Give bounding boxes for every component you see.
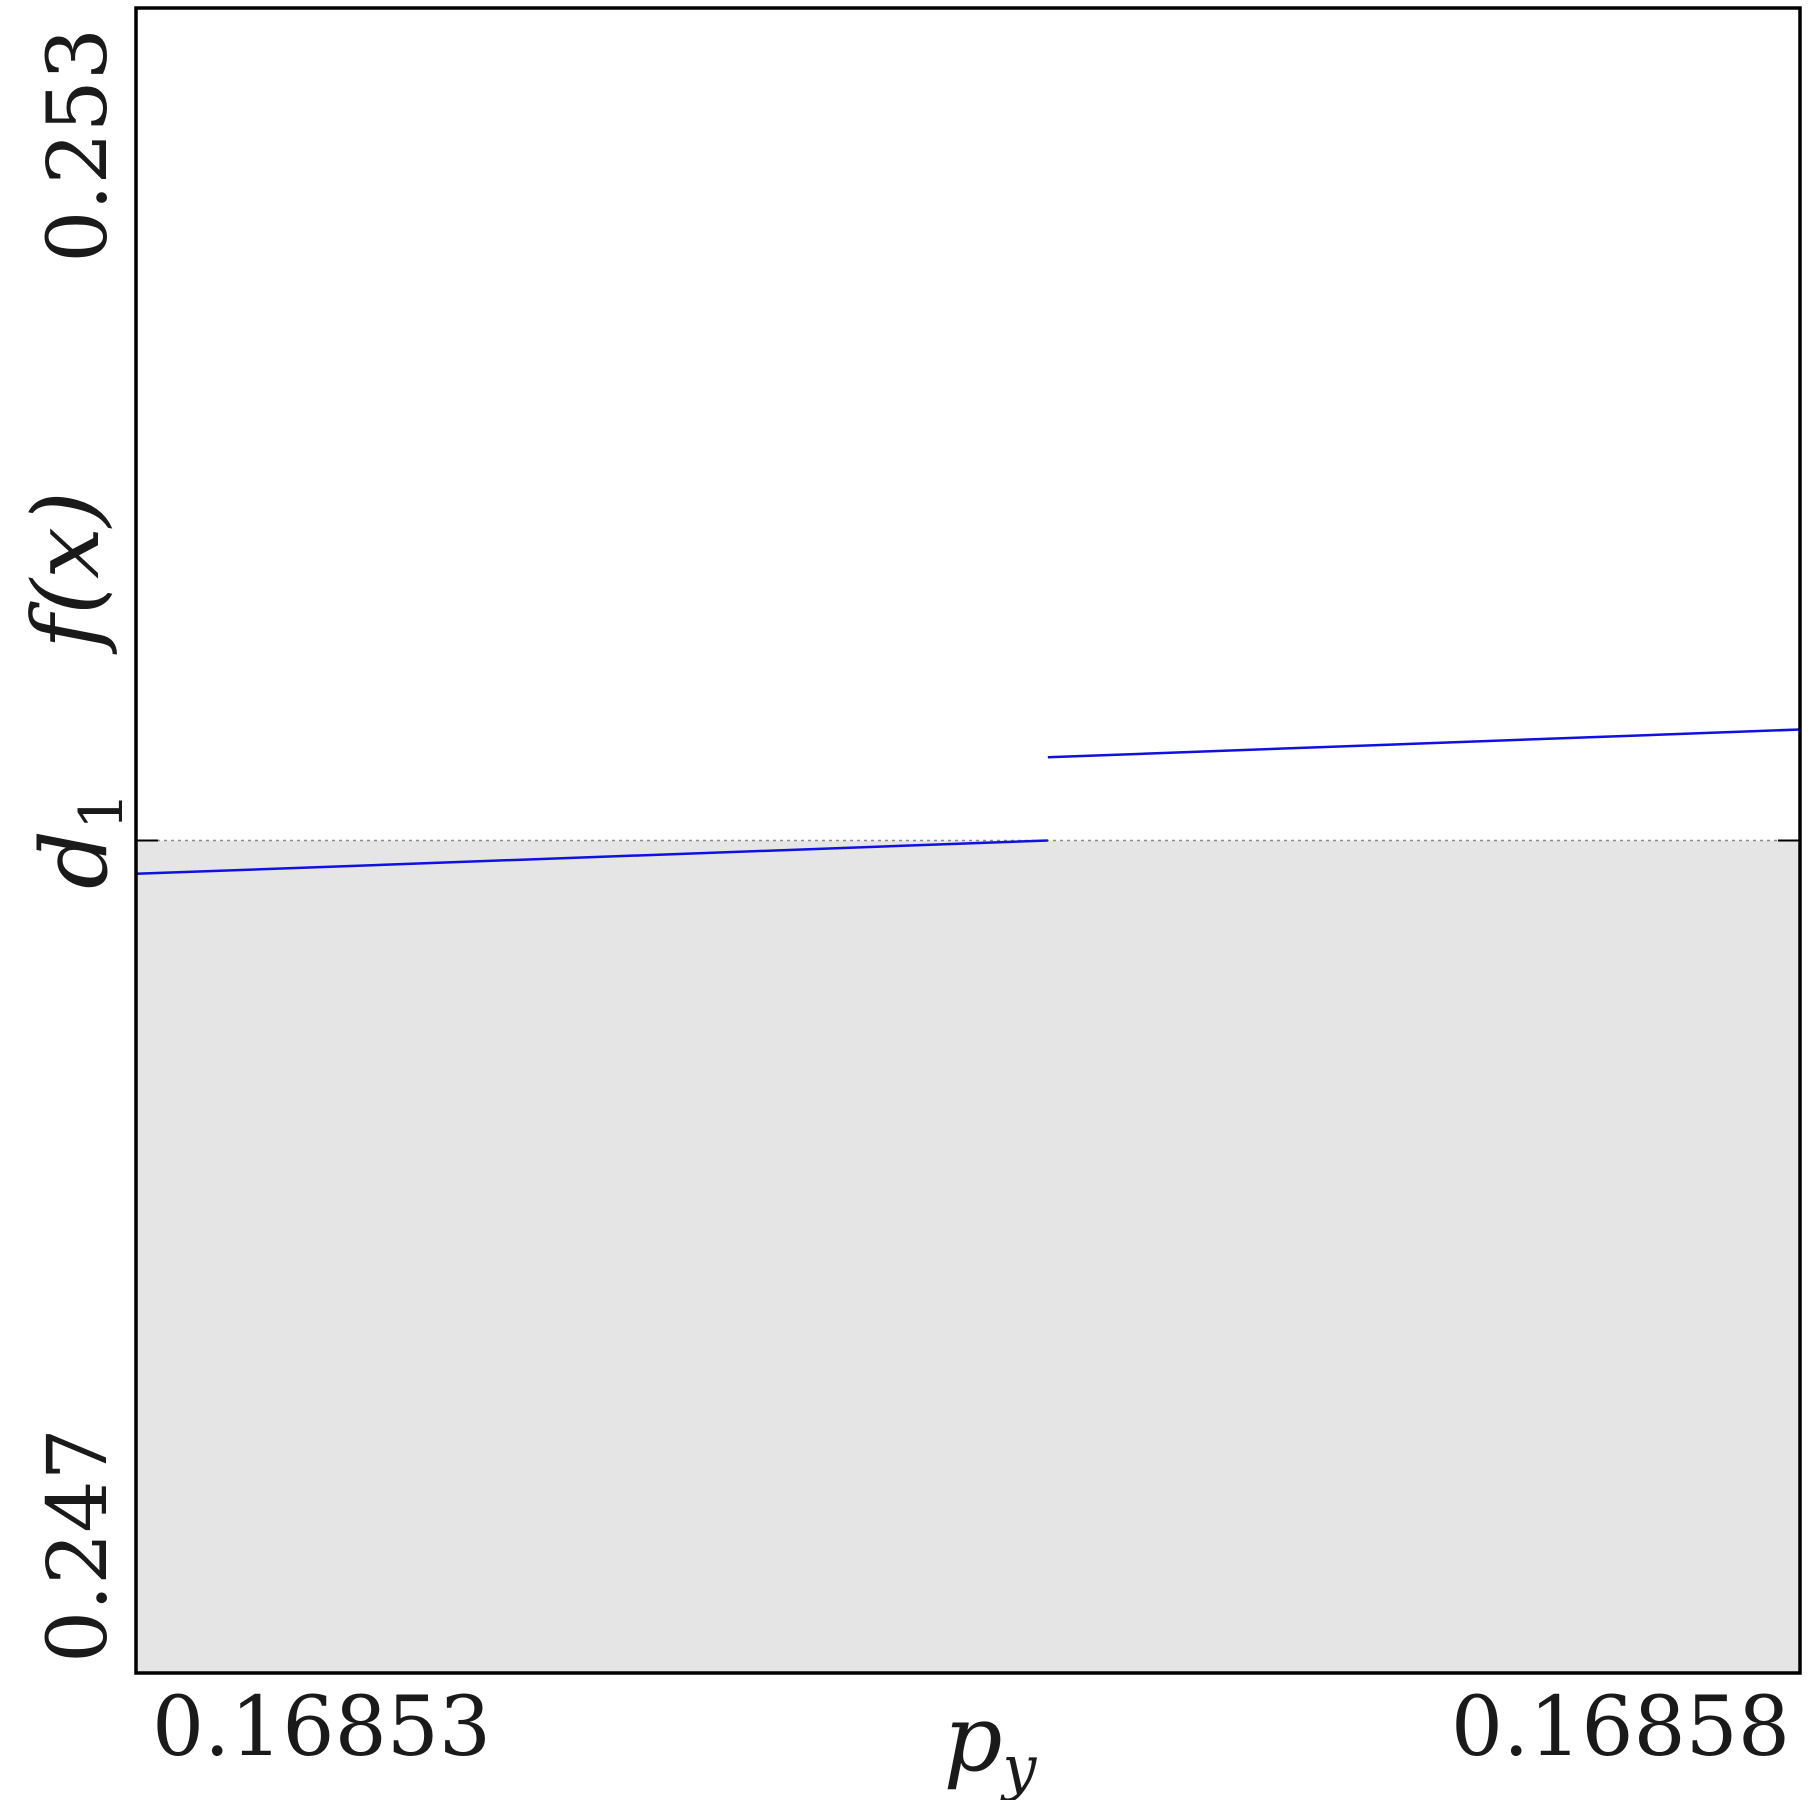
series-0-segment-0 [135,839,1048,876]
threshold-label-main: d [21,830,128,889]
plot-frame [134,6,1802,1675]
x-axis-label-sub: y [1000,1733,1038,1800]
x-tick-labels: 0.16853 0.16858 [152,1680,1790,1775]
threshold-label: d1 [21,792,137,889]
y-tick-labels: 0.247 0.253 [31,28,126,1663]
series-group [135,728,1801,876]
x-tick-label-1: 0.16858 [1451,1680,1790,1775]
y-tick-label-1: 0.253 [31,28,126,263]
series-0-segment-1 [1047,728,1801,759]
x-tick-label-0: 0.16853 [152,1680,491,1775]
x-axis-label: py [944,1685,1038,1800]
below-threshold-region [136,840,1800,1673]
y-axis-label: f(x) [13,491,120,655]
x-axis-label-main: p [944,1685,1003,1792]
y-tick-label-0: 0.247 [31,1428,126,1663]
threshold-label-sub: 1 [67,792,137,830]
